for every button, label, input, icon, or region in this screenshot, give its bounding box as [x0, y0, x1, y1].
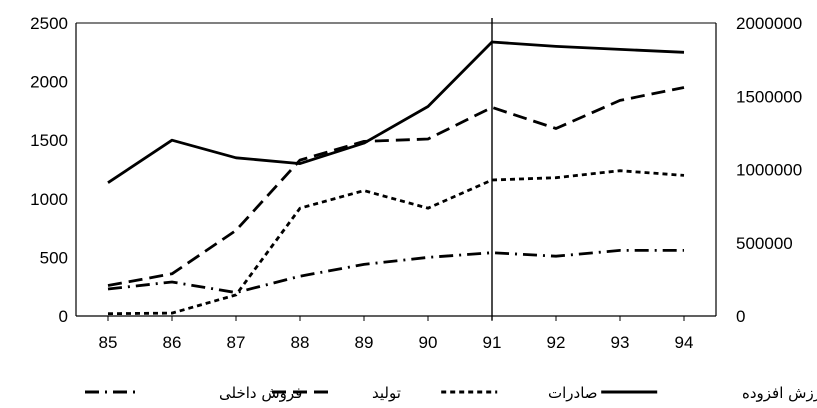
legend-label-1: ارزش افزوده [742, 384, 817, 402]
series-line-3 [107, 86, 685, 287]
x-tick-label: 86 [163, 333, 182, 352]
x-tick-label: 94 [675, 333, 694, 352]
x-tick-label: 90 [419, 333, 438, 352]
x-tick-label: 92 [547, 333, 566, 352]
x-tick-label: 91 [483, 333, 502, 352]
right-y-tick-label: 500000 [736, 234, 793, 253]
x-tick-label: 85 [99, 333, 118, 352]
left-y-tick-label: 0 [59, 307, 68, 326]
left-y-axis: 0 500 1000 1500 2000 2500 [30, 14, 68, 326]
left-y-tick-label: 1500 [30, 131, 68, 150]
right-y-tick-label: 1500000 [736, 87, 802, 106]
x-tick-label: 87 [227, 333, 246, 352]
legend: ارزش افزوده صادرات تولید فروش داخلی [85, 384, 817, 402]
right-y-tick-label: 2000000 [736, 14, 802, 33]
plot-frame [75, 22, 717, 317]
left-y-tick-label: 500 [40, 248, 68, 267]
right-y-axis: 0 500000 1000000 1500000 2000000 [736, 14, 802, 326]
left-y-tick-label: 2000 [30, 73, 68, 92]
legend-label-4: فروش داخلی [219, 384, 302, 402]
series-line-4 [107, 248, 684, 295]
x-tick-label: 93 [611, 333, 630, 352]
legend-label-3: تولید [372, 384, 401, 402]
series-line-2 [107, 169, 685, 316]
left-y-tick-label: 2500 [30, 14, 68, 33]
series-layer [107, 40, 685, 316]
legend-label-2: صادرات [548, 384, 598, 402]
series-line-1 [107, 40, 685, 184]
right-y-tick-label: 1000000 [736, 161, 802, 180]
x-axis: 85 86 87 88 89 90 91 92 93 94 [99, 316, 694, 352]
left-y-tick-label: 1000 [30, 190, 68, 209]
x-tick-label: 88 [291, 333, 310, 352]
right-y-tick-label: 0 [736, 307, 745, 326]
x-tick-label: 89 [355, 333, 374, 352]
